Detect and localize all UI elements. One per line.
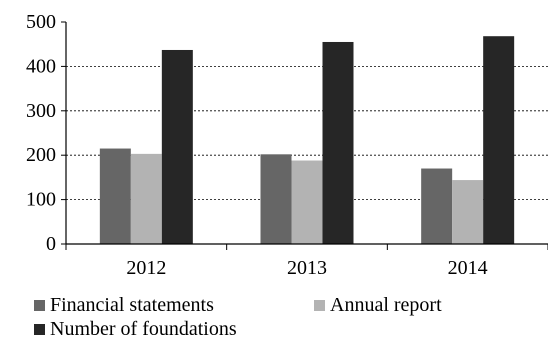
legend-swatch-annual-report: [314, 300, 325, 311]
bar-annual-report-2012: [130, 153, 162, 244]
bar-number-of-foundations-2012: [161, 49, 193, 244]
y-tick-label-500: 500: [26, 11, 56, 33]
legend: Financial statements Annual report Numbe…: [0, 294, 548, 344]
axes: [65, 22, 548, 245]
bar-number-of-foundations-2014: [483, 36, 515, 244]
bar-annual-report-2013: [291, 160, 323, 244]
legend-label-annual-report: Annual report: [330, 294, 442, 316]
y-axis-ticks: 0 100 200 300 400 500: [26, 11, 66, 255]
legend-label-number-of-foundations: Number of foundations: [50, 318, 237, 340]
x-axis-ticks: 2012 2013 2014: [65, 244, 548, 279]
y-tick-label-200: 200: [26, 144, 56, 166]
bars: [99, 36, 515, 245]
legend-swatch-financial-statements: [34, 300, 45, 311]
bar-financial-statements-2014: [421, 168, 453, 244]
y-tick-label-300: 300: [26, 100, 56, 122]
legend-item-annual-report: Annual report: [314, 294, 442, 317]
bar-financial-statements-2012: [99, 148, 131, 244]
x-tick-label-2012: 2012: [126, 257, 166, 279]
bar-number-of-foundations-2013: [322, 41, 354, 245]
x-tick-label-2014: 2014: [448, 257, 488, 279]
x-tick-label-2013: 2013: [287, 257, 327, 279]
legend-swatch-number-of-foundations: [34, 324, 45, 335]
bar-financial-statements-2013: [260, 154, 292, 244]
legend-item-number-of-foundations: Number of foundations: [34, 318, 237, 341]
y-tick-label-0: 0: [46, 233, 56, 255]
legend-item-financial-statements: Financial statements: [34, 294, 214, 317]
bar-annual-report-2014: [452, 180, 484, 244]
y-tick-label-100: 100: [26, 189, 56, 211]
legend-label-financial-statements: Financial statements: [50, 294, 214, 316]
y-tick-label-400: 400: [26, 55, 56, 77]
